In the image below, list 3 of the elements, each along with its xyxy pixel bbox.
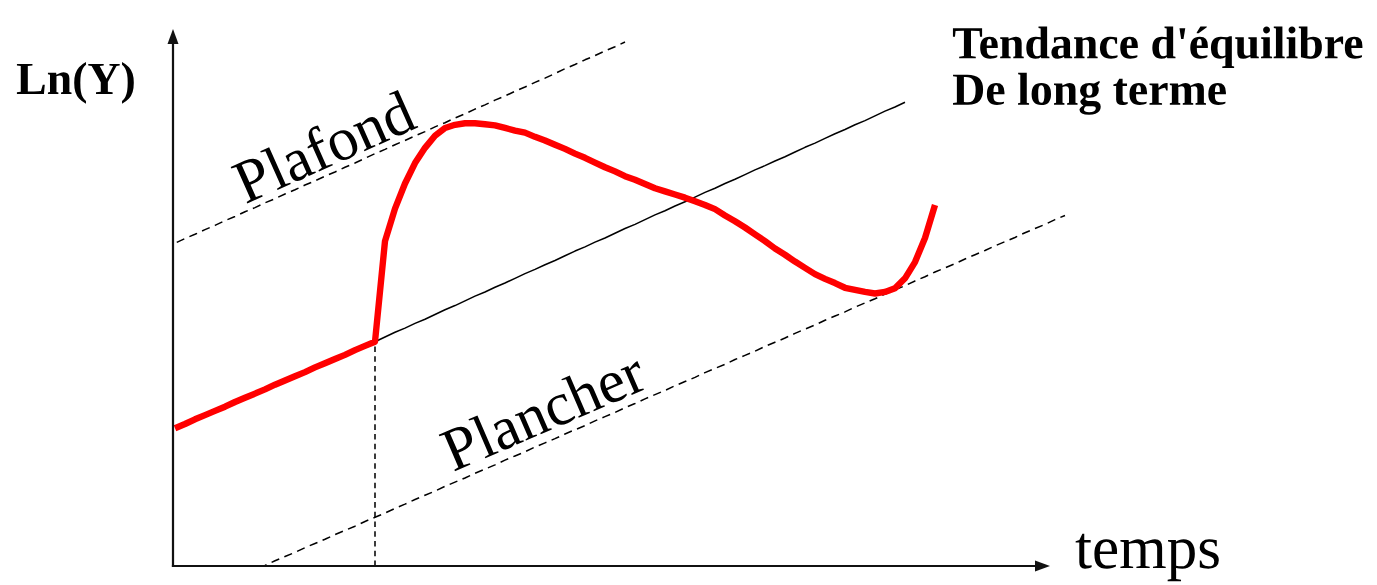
y-axis-title: Ln(Y): [16, 62, 134, 104]
x-axis-title: temps: [1075, 533, 1219, 582]
series-label: Tendance d'équilibre De long terme: [952, 26, 1363, 115]
